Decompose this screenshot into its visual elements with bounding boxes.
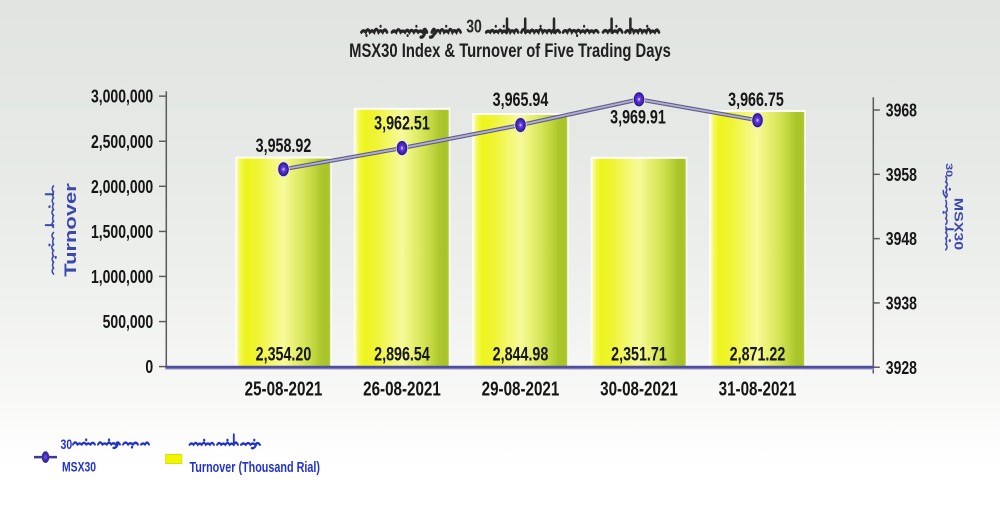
svg-text:25-08-2021: 25-08-2021	[245, 377, 323, 400]
svg-text:1,500,000: 1,500,000	[91, 222, 153, 242]
svg-text:3,000,000: 3,000,000	[91, 87, 153, 107]
svg-text:2,896.54: 2,896.54	[374, 343, 430, 364]
svg-text:2,000,000: 2,000,000	[91, 177, 153, 197]
svg-text:3958: 3958	[886, 165, 917, 185]
svg-text:3,969.91: 3,969.91	[610, 107, 666, 128]
svg-text:MSX30: MSX30	[952, 198, 966, 251]
svg-text:Turnover (Thousand Rial): Turnover (Thousand Rial)	[190, 458, 320, 475]
svg-text:1,000,000: 1,000,000	[91, 267, 153, 287]
svg-text:MSX30: MSX30	[62, 459, 96, 475]
svg-text:2,354.20: 2,354.20	[256, 343, 312, 364]
svg-text:30: 30	[943, 163, 953, 177]
svg-text:2,351.71: 2,351.71	[611, 343, 667, 364]
svg-text:3,962.51: 3,962.51	[374, 113, 430, 134]
svg-text:MSX30 Index & Turnover of Five: MSX30 Index & Turnover of Five Trading D…	[349, 39, 671, 62]
svg-text:Turnover: Turnover	[62, 183, 81, 277]
svg-text:3,966.75: 3,966.75	[728, 89, 784, 110]
svg-text:3,965.94: 3,965.94	[493, 89, 549, 110]
svg-text:29-08-2021: 29-08-2021	[482, 377, 560, 400]
svg-text:30: 30	[466, 17, 482, 37]
svg-text:2,871.22: 2,871.22	[730, 343, 786, 364]
svg-text:0: 0	[145, 357, 153, 377]
svg-text:2,500,000: 2,500,000	[91, 132, 153, 152]
svg-text:3,958.92: 3,958.92	[256, 135, 312, 156]
svg-text:3968: 3968	[886, 101, 917, 121]
svg-text:30-08-2021: 30-08-2021	[600, 377, 678, 400]
svg-text:30: 30	[61, 437, 73, 453]
svg-text:3948: 3948	[886, 229, 917, 249]
svg-text:2,844.98: 2,844.98	[493, 343, 549, 364]
svg-text:500,000: 500,000	[103, 312, 154, 332]
svg-text:3938: 3938	[886, 294, 917, 314]
svg-text:31-08-2021: 31-08-2021	[719, 377, 797, 400]
svg-text:26-08-2021: 26-08-2021	[363, 377, 441, 400]
svg-text:3928: 3928	[886, 358, 917, 378]
